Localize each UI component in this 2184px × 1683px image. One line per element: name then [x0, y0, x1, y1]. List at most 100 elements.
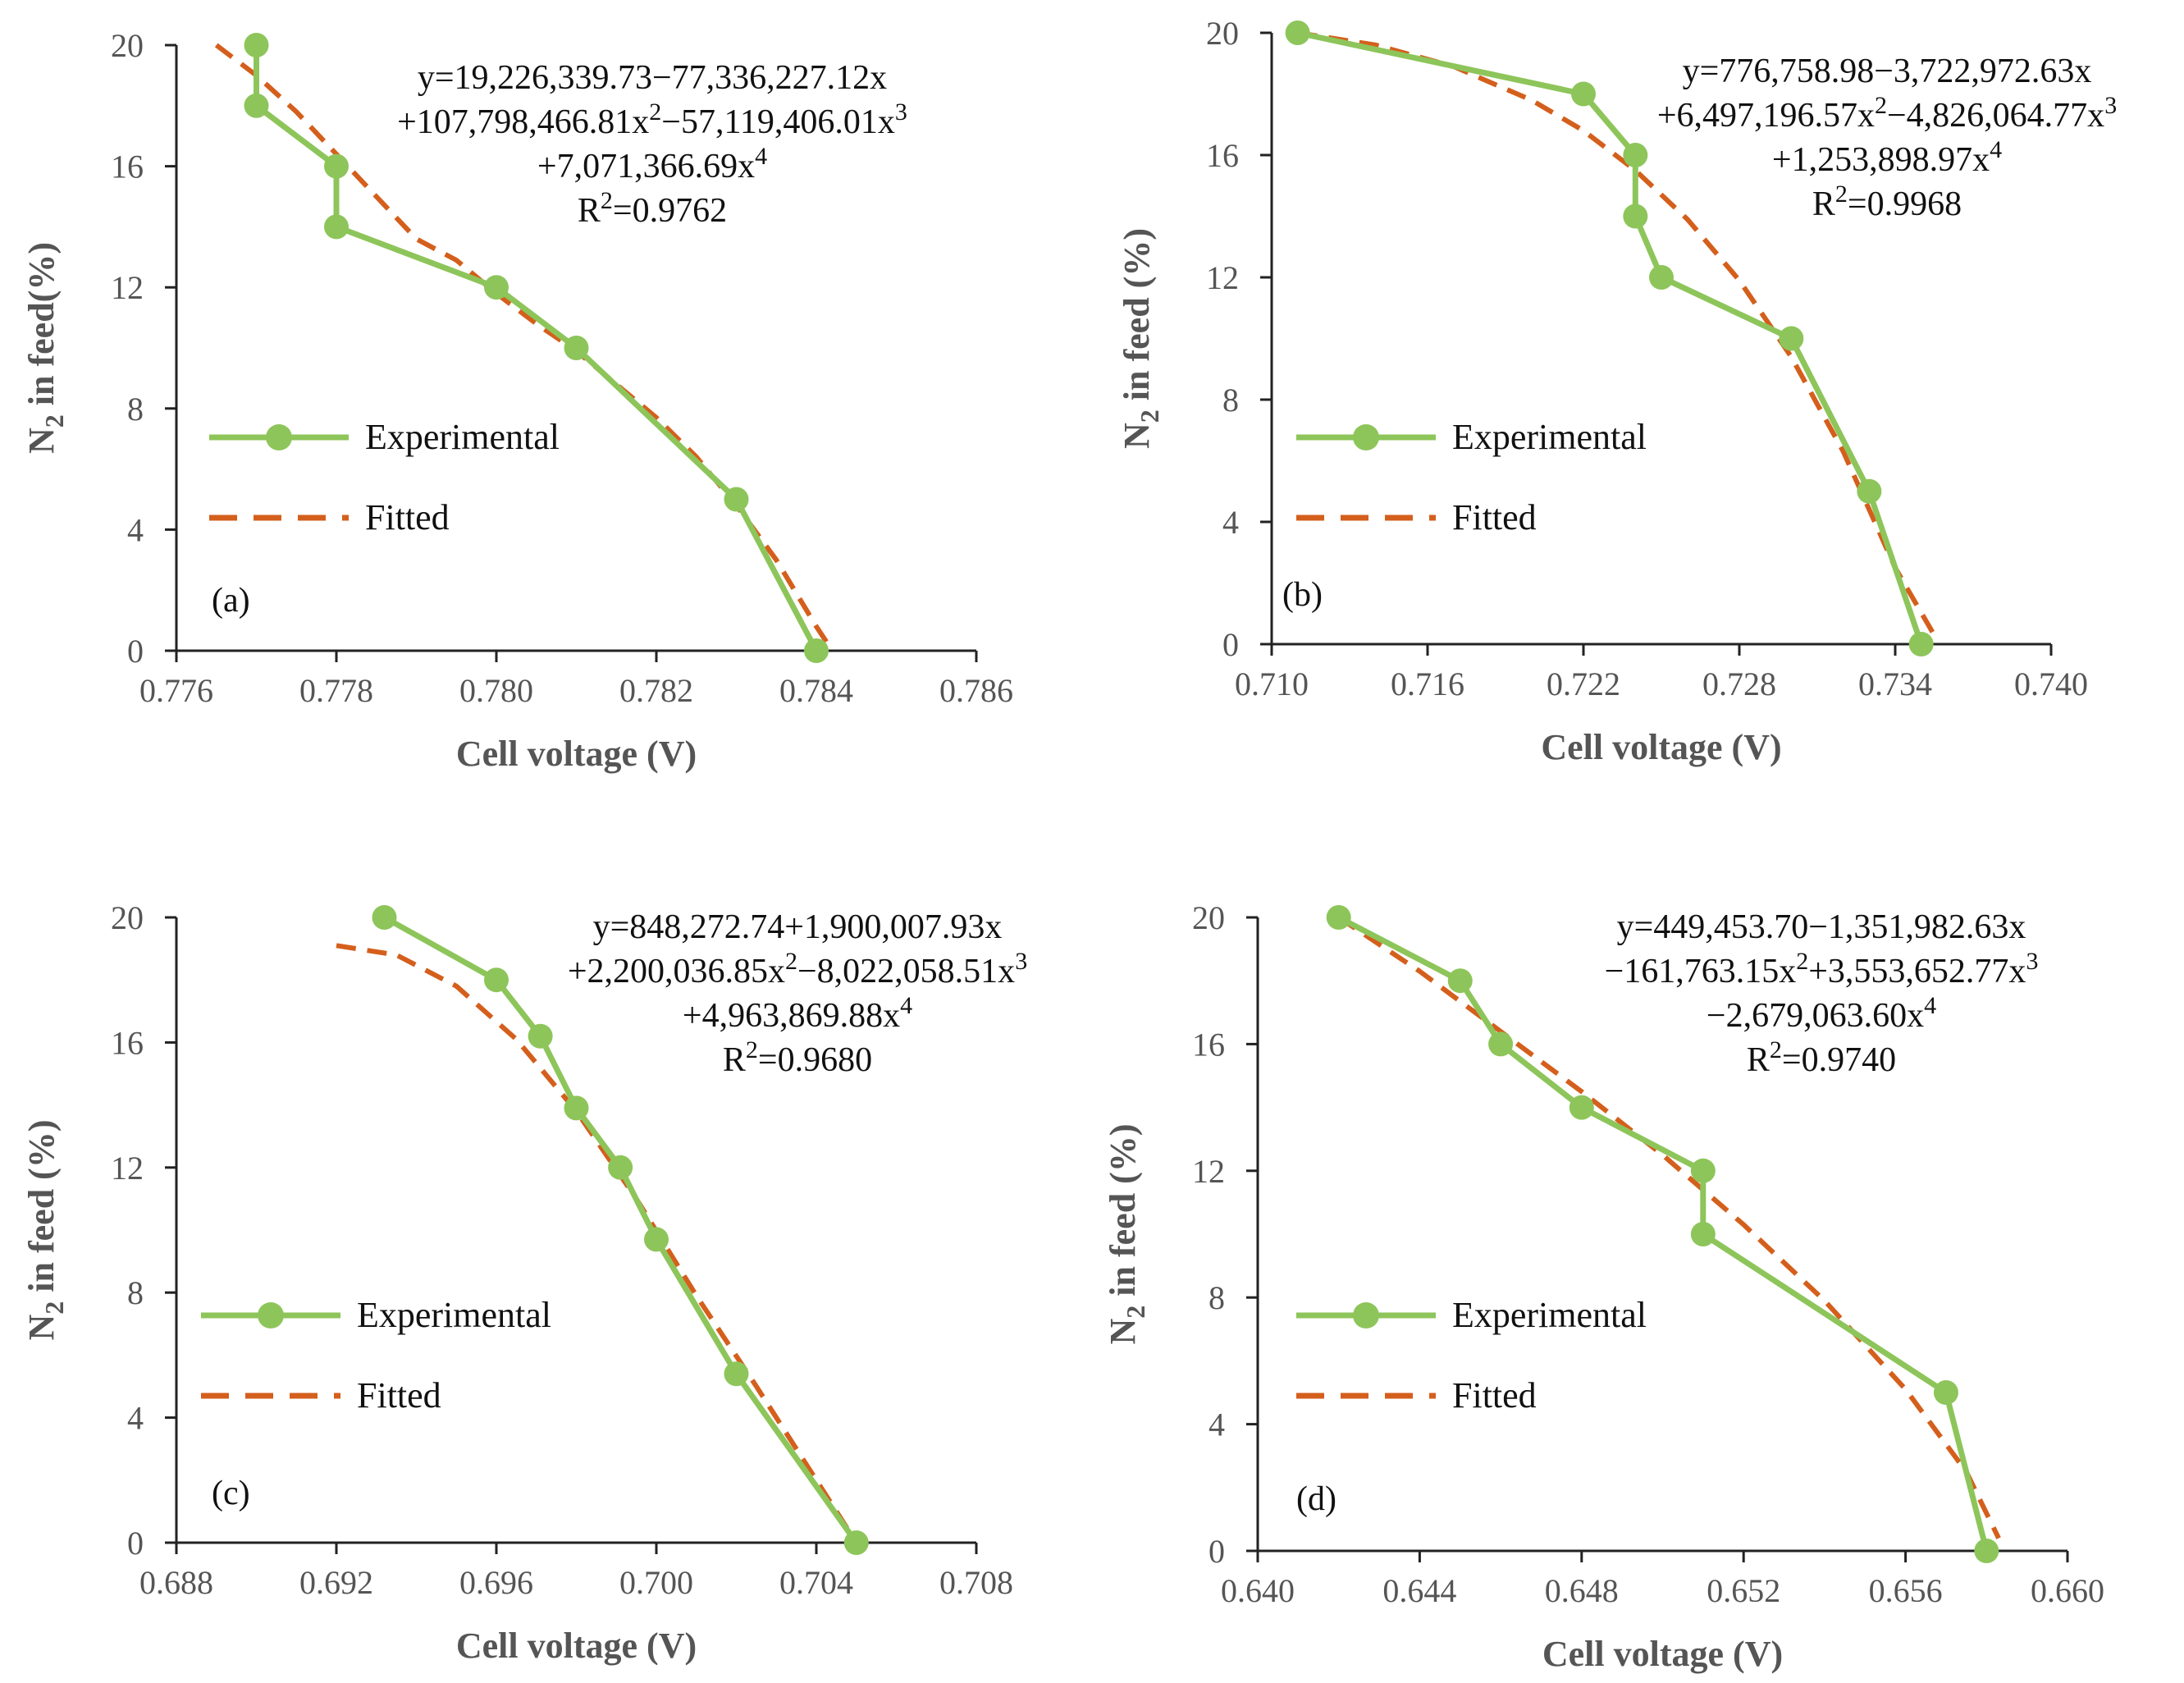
legend-experimental-swatch-marker: [1353, 424, 1379, 450]
experimental-data-point: [1326, 905, 1351, 930]
fit-equation-superscript: 2: [1875, 92, 1887, 119]
experimental-data-point: [1690, 1222, 1716, 1246]
experimental-data-point: [1690, 1158, 1716, 1183]
x-axis-title: Cell voltage (V): [1542, 1634, 1783, 1674]
fit-equation-superscript: 4: [1924, 992, 1936, 1019]
y-axis-title-subscript: 2: [1121, 1306, 1150, 1319]
fit-equation-text: +6,497,196.57x: [1657, 97, 1875, 135]
fit-equation-superscript: 3: [2026, 948, 2038, 975]
fit-equation-text: +107,798,466.81x: [397, 103, 649, 141]
fit-equation-superscript: 2: [746, 1036, 758, 1063]
experimental-data-point: [324, 214, 349, 240]
y-tick-label: 8: [1209, 1279, 1225, 1316]
fit-equation-text: =0.9740: [1782, 1041, 1896, 1079]
y-axis-title-main: N: [1103, 1318, 1143, 1344]
x-tick-label: 0.708: [939, 1564, 1013, 1601]
fit-equation-line: y=776,758.98−3,722,972.63x: [1683, 53, 2092, 90]
experimental-data-point: [608, 1155, 633, 1180]
y-tick-label: 4: [127, 1400, 144, 1437]
experimental-data-point: [1285, 21, 1310, 45]
x-tick-label: 0.740: [2014, 665, 2088, 702]
x-tick-label: 0.786: [939, 672, 1013, 709]
fit-equation-superscript: 4: [755, 143, 767, 170]
x-tick-label: 0.784: [779, 672, 853, 709]
experimental-data-point: [724, 487, 749, 512]
fit-equation-line: −2,679,063.60x4: [1707, 992, 1936, 1035]
x-tick-label: 0.696: [459, 1564, 533, 1601]
x-tick-label: 0.700: [619, 1564, 693, 1601]
y-tick-label: 0: [1209, 1533, 1225, 1570]
legend-fitted-label: Fitted: [357, 1375, 441, 1415]
fitted-series-line: [336, 943, 859, 1544]
y-tick-label: 16: [1206, 137, 1239, 174]
fit-equation-text: −8,022,058.51x: [797, 953, 1015, 990]
fit-equation-text: +7,071,366.69x: [537, 148, 755, 185]
fit-equation-text: R: [1812, 185, 1835, 223]
fit-equation-superscript: 2: [649, 98, 661, 126]
fit-equation-line: y=848,272.74+1,900,007.93x: [593, 908, 1003, 946]
chart-panel-b: 0 4 8 12 16 20 0.710 0.716 0.722 0.728 0.734 0.740 C…: [1117, 15, 2117, 767]
x-axis-title: Cell voltage (V): [456, 734, 697, 774]
y-axis-title-subscript: 2: [39, 414, 69, 428]
y-tick-label: 16: [111, 1024, 144, 1061]
experimental-data-point: [644, 1227, 669, 1252]
y-tick-label: 12: [1192, 1153, 1225, 1190]
y-tick-label: 16: [111, 149, 144, 185]
fit-equation-text: y=848,272.74+1,900,007.93x: [593, 908, 1003, 946]
experimental-data-point: [843, 1530, 869, 1555]
fit-equation-text: y=449,453.70−1,351,982.63x: [1617, 908, 2026, 946]
experimental-data-point: [564, 336, 589, 360]
x-tick-label: 0.652: [1707, 1572, 1780, 1609]
experimental-series-line: [254, 45, 820, 652]
chart-panel-a: 0 4 8 12 16 20 0.776 0.778 0.780 0.782 0.784 0.786 C…: [21, 27, 1013, 774]
legend-fitted-label: Fitted: [365, 497, 450, 537]
y-axis-title-main: N: [1117, 423, 1157, 449]
fit-equation-line: +4,963,869.88x4: [683, 992, 912, 1035]
y-tick-label: 4: [127, 511, 144, 548]
x-tick-label: 0.728: [1702, 665, 1776, 702]
chart-panel-c: 0 4 8 12 16 20 0.688 0.692 0.696 0.700 0.704 0.708 C…: [21, 899, 1027, 1666]
experimental-data-point: [1447, 968, 1473, 994]
fit-equation-text: =0.9762: [613, 192, 727, 230]
x-tick-label: 0.640: [1221, 1572, 1295, 1609]
fit-equation-text: −2,679,063.60x: [1707, 997, 1924, 1035]
fit-equation-text: +1,253,898.97x: [1772, 141, 1990, 179]
x-tick-label: 0.644: [1382, 1572, 1456, 1609]
x-tick-label: 0.782: [619, 672, 693, 709]
experimental-data-point: [528, 1023, 553, 1049]
experimental-series-line: [1296, 30, 1925, 646]
fit-equation-text: y=19,226,339.73−77,336,227.12x: [418, 59, 887, 97]
experimental-data-point: [564, 1095, 589, 1121]
fit-equation-line: R2=0.9968: [1812, 181, 1962, 223]
panel-label: (c): [212, 1475, 250, 1512]
fit-equation-line: y=19,226,339.73−77,336,227.12x: [418, 59, 887, 97]
y-tick-label: 0: [1222, 626, 1239, 663]
fit-equation-line: +6,497,196.57x2−4,826,064.77x3: [1657, 92, 2117, 135]
fit-equation-superscript: 2: [785, 948, 797, 975]
experimental-data-point: [1974, 1539, 1999, 1563]
y-tick-label: 16: [1192, 1026, 1225, 1063]
fit-equation-line: R2=0.9740: [1747, 1036, 1896, 1079]
fit-equation-superscript: 2: [1796, 948, 1808, 975]
y-tick-label: 12: [111, 1150, 144, 1187]
fit-equation-line: +107,798,466.81x2−57,119,406.01x3: [397, 98, 907, 141]
fit-equation-superscript: 3: [895, 98, 907, 126]
legend-experimental-label: Experimental: [1452, 417, 1647, 457]
y-tick-label: 8: [127, 1274, 144, 1311]
experimental-data-point: [1569, 1095, 1594, 1120]
x-tick-label: 0.660: [2031, 1572, 2104, 1609]
x-tick-label: 0.778: [299, 672, 373, 709]
y-axis-title-rest: in feed(%): [21, 242, 62, 414]
fit-equation-text: −161,763.15x: [1605, 953, 1797, 990]
fit-equation-text: R: [1747, 1041, 1770, 1079]
fit-equation-line: R2=0.9680: [723, 1036, 872, 1079]
x-tick-label: 0.704: [779, 1564, 853, 1601]
panel-label: (b): [1282, 576, 1323, 614]
x-axis-title: Cell voltage (V): [456, 1626, 697, 1666]
y-axis-title-main: N: [21, 1314, 62, 1340]
experimental-data-point: [1933, 1380, 1958, 1405]
experimental-data-point: [372, 905, 397, 930]
y-tick-label: 8: [1222, 382, 1239, 418]
x-tick-label: 0.734: [1858, 665, 1932, 702]
